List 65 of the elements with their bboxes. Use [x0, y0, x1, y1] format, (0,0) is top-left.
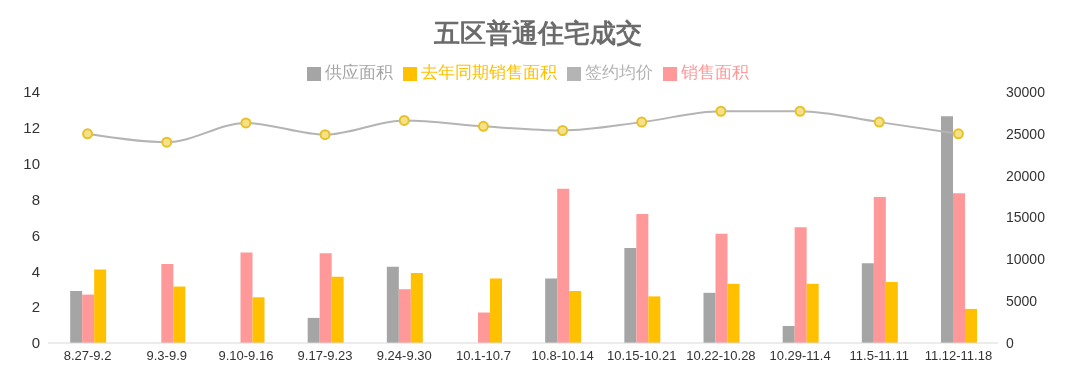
- bar: [161, 264, 174, 343]
- bar: [94, 269, 107, 343]
- y2-tick-label: 5000: [1006, 293, 1038, 310]
- bar: [885, 282, 898, 343]
- x-tick-label: 9.24-9.30: [376, 348, 432, 364]
- bar: [715, 233, 728, 343]
- y-tick-label: 0: [31, 334, 40, 352]
- x-tick-label: 10.22-10.28: [686, 348, 756, 364]
- bar: [331, 276, 344, 343]
- y-tick-label: 8: [31, 190, 40, 208]
- x-tick-label: 10.15-10.21: [607, 348, 677, 364]
- y-tick-label: 2: [31, 298, 40, 316]
- y-tick-label: 12: [23, 119, 40, 137]
- bar: [953, 193, 965, 343]
- chart-title: 五区普通住宅成交: [433, 17, 643, 50]
- bar: [965, 308, 977, 343]
- y2-tick-label: 20000: [1006, 167, 1046, 184]
- x-tick-label: 11.12-11.18: [924, 348, 993, 364]
- bar: [941, 116, 953, 343]
- x-tick-label: 8.27-9.2: [63, 348, 112, 364]
- x-tick-label: 10.29-11.4: [769, 348, 831, 364]
- y-tick-label: 14: [23, 83, 40, 101]
- y-tick-label: 6: [31, 226, 40, 244]
- bar: [557, 188, 570, 343]
- bar: [806, 283, 819, 343]
- bar: [727, 283, 740, 343]
- y-tick-label: 10: [23, 155, 40, 173]
- bar: [240, 252, 253, 343]
- bar: [319, 253, 332, 343]
- y2-tick-label: 25000: [1006, 125, 1046, 142]
- bar: [636, 213, 649, 343]
- bar: [782, 325, 795, 343]
- legend-label: 销售面积: [681, 63, 749, 82]
- bar: [490, 278, 502, 343]
- y2-tick-label: 15000: [1006, 209, 1046, 226]
- x-tick-label: 9.3-9.9: [146, 348, 187, 364]
- bar: [478, 312, 490, 343]
- bar: [386, 266, 399, 343]
- bar: [794, 227, 807, 343]
- bar: [307, 317, 320, 343]
- bar: [873, 196, 886, 343]
- x-tick-label: 9.10-9.16: [218, 348, 274, 364]
- legend-label: 签约均价: [585, 63, 653, 82]
- x-tick-label: 11.5-11.11: [849, 348, 909, 364]
- y-tick-label: 4: [31, 262, 40, 280]
- bar: [410, 273, 423, 343]
- bar: [70, 291, 83, 343]
- bar: [398, 289, 411, 343]
- bar: [703, 292, 716, 343]
- bar: [173, 286, 186, 343]
- y2-tick-label: 0: [1006, 334, 1014, 351]
- y2-tick-label: 10000: [1006, 251, 1046, 268]
- bar: [648, 296, 661, 343]
- bar: [252, 297, 265, 343]
- bar: [545, 278, 558, 343]
- legend-label: 供应面积: [325, 63, 393, 82]
- legend-label: 去年同期销售面积: [421, 63, 557, 82]
- x-tick-label: 9.17-9.23: [297, 348, 353, 364]
- bar: [624, 247, 637, 343]
- bar: [861, 263, 874, 343]
- bar: [82, 294, 95, 343]
- x-tick-label: 10.8-10.14: [531, 348, 594, 364]
- y2-tick-label: 30000: [1006, 83, 1046, 100]
- bar: [569, 291, 582, 343]
- x-tick-label: 10.1-10.7: [455, 348, 511, 364]
